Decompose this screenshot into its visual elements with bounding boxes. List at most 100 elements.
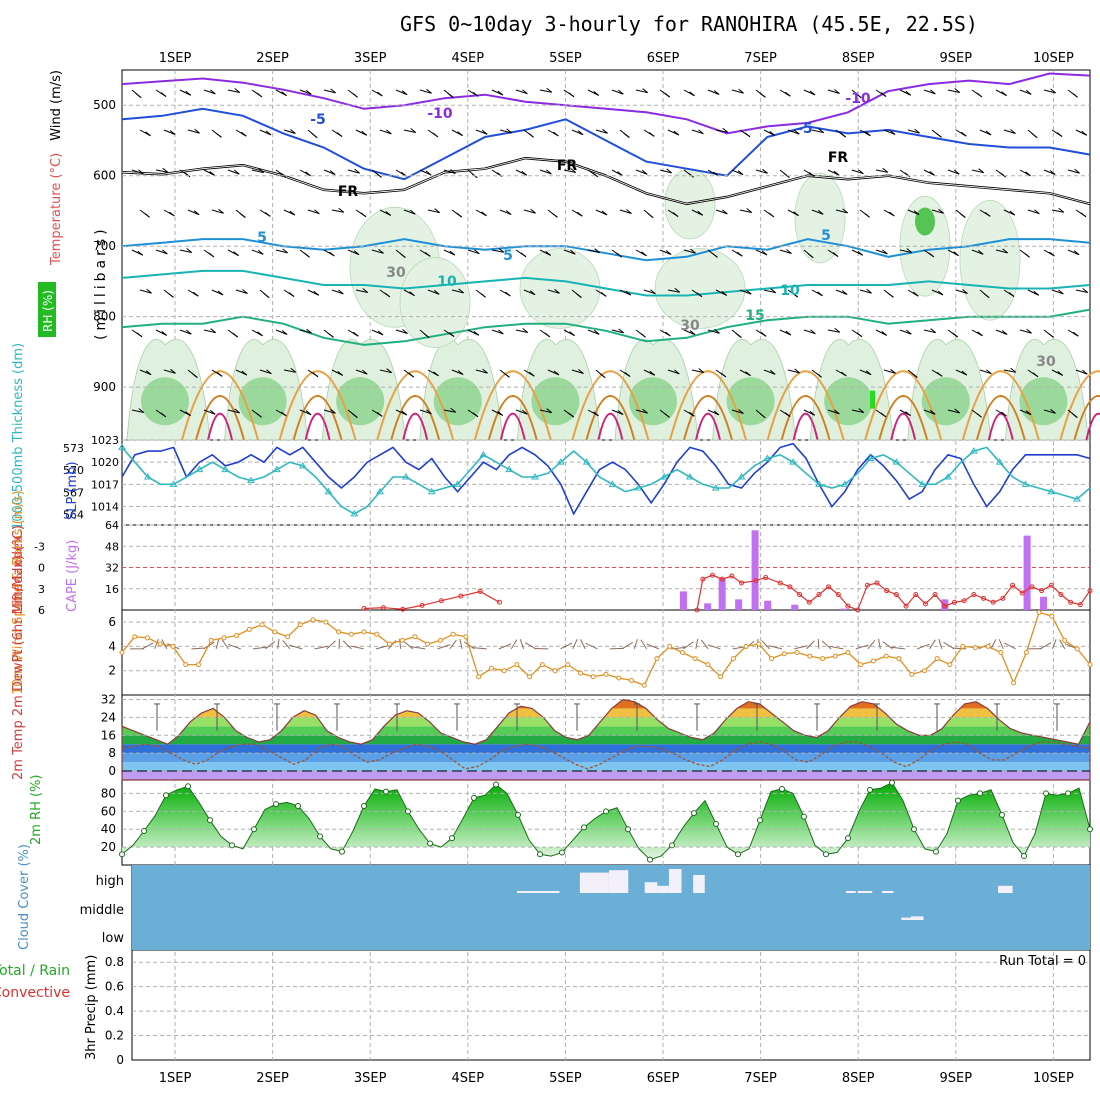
surface-wind-barb bbox=[142, 643, 153, 649]
wind-speed-point bbox=[540, 663, 544, 667]
wind-speed-point bbox=[884, 654, 888, 658]
high-cloud-block bbox=[609, 870, 628, 893]
temp-band bbox=[122, 744, 1090, 753]
cape-bar bbox=[735, 599, 742, 610]
high-cloud-block bbox=[693, 875, 705, 893]
wind-speed-point bbox=[617, 676, 621, 680]
cape-bar bbox=[704, 603, 711, 610]
wind-speed-point bbox=[375, 632, 379, 636]
wind-tick-label: 6 bbox=[108, 615, 116, 629]
surface-wind-barb bbox=[222, 640, 228, 649]
wind-speed-point bbox=[897, 657, 901, 661]
wind-speed-point bbox=[158, 642, 162, 646]
bottom-date-label: 8SEP bbox=[842, 1071, 875, 1086]
wind-speed-point bbox=[273, 630, 277, 634]
lifted-index-line bbox=[364, 592, 500, 610]
wind-speed-point bbox=[184, 663, 188, 667]
surface-wind-barb bbox=[573, 639, 577, 649]
cloud-tick-label: high bbox=[96, 874, 124, 889]
isotherm-label: FR bbox=[338, 184, 359, 200]
isotherm-label: -5 bbox=[797, 121, 813, 137]
surface-wind-barb bbox=[1004, 643, 1015, 649]
top-date-label: 4SEP bbox=[452, 51, 485, 66]
rh-area bbox=[122, 783, 1090, 860]
precip-total-label: Total / Rain bbox=[0, 963, 70, 979]
surface-wind-barb bbox=[622, 642, 633, 648]
wind-barb bbox=[228, 170, 239, 174]
temp-band bbox=[122, 695, 1090, 708]
temp-tick-label: 32 bbox=[101, 692, 116, 706]
wind-barb-flag bbox=[264, 294, 269, 298]
wind-barb-flag bbox=[289, 293, 294, 297]
wind-barb-flag bbox=[313, 373, 318, 377]
thickness-tick-label: 573 bbox=[63, 442, 84, 455]
cape-bar bbox=[764, 601, 771, 610]
surface-wind-barb bbox=[822, 641, 831, 649]
isotherm-line-15 bbox=[122, 310, 1090, 345]
wind-speed-point bbox=[961, 644, 965, 648]
wind-barb bbox=[660, 250, 671, 254]
wind-barb-flag bbox=[209, 253, 214, 257]
cape-tick-label: 16 bbox=[105, 583, 119, 596]
rh-point bbox=[604, 809, 609, 814]
wind-speed-point bbox=[1088, 663, 1092, 667]
wind-barb bbox=[948, 170, 959, 174]
isotherm-label: 5 bbox=[821, 228, 831, 244]
wind-barb-flag bbox=[233, 333, 238, 337]
wind-barb-flag bbox=[433, 133, 438, 137]
rh-point bbox=[1066, 791, 1071, 796]
wind-speed-point bbox=[235, 634, 239, 638]
panel-frame-precip bbox=[132, 950, 1090, 1060]
li-tick-label: 0 bbox=[38, 562, 45, 575]
wind-barb-flag bbox=[761, 332, 766, 336]
surface-wind-barb bbox=[684, 642, 694, 649]
wind-barb-flag bbox=[865, 213, 870, 217]
wind-speed-point bbox=[999, 651, 1003, 655]
surface-wind-barb bbox=[930, 640, 936, 649]
wind-barb bbox=[612, 90, 623, 94]
wind-barb bbox=[276, 330, 287, 334]
precip-tick-label: 0.6 bbox=[105, 980, 124, 994]
isotherm-line-minus10 bbox=[122, 74, 1090, 134]
cape-bar bbox=[752, 530, 759, 610]
top-date-label: 8SEP bbox=[842, 51, 875, 66]
li-tick-label: -3 bbox=[34, 540, 45, 553]
temp-tick-label: 8 bbox=[108, 746, 116, 760]
wind-speed-point bbox=[145, 636, 149, 640]
isotherm-label: 30 bbox=[1036, 354, 1056, 370]
isotherm-label: 5 bbox=[503, 248, 513, 264]
wind-barb-flag bbox=[649, 132, 654, 136]
wind-speed-point bbox=[655, 657, 659, 661]
wind-speed-point bbox=[757, 642, 761, 646]
wind-barb-flag bbox=[977, 93, 982, 97]
wind-barb-flag bbox=[1025, 253, 1030, 257]
wind-barb-flag bbox=[161, 93, 166, 97]
rh-point bbox=[1088, 827, 1093, 832]
rh-point bbox=[296, 803, 301, 808]
wind-barb-flag bbox=[936, 133, 941, 137]
pressure-tick-label: 900 bbox=[93, 380, 116, 394]
wind-barb bbox=[996, 330, 1007, 334]
rh-point bbox=[868, 787, 873, 792]
cape-bar bbox=[791, 605, 798, 610]
rh-point bbox=[912, 827, 917, 832]
high-cloud-block bbox=[858, 891, 873, 893]
rh-tick-label: 20 bbox=[101, 840, 116, 854]
rh-point bbox=[824, 852, 829, 857]
bottom-date-label: 6SEP bbox=[647, 1071, 680, 1086]
precip-tick-label: 0.2 bbox=[105, 1029, 124, 1043]
rh-point bbox=[186, 784, 191, 789]
wind-barb-flag bbox=[736, 334, 741, 338]
rh-shading-patch bbox=[795, 173, 845, 263]
wind-speed-point bbox=[387, 642, 391, 646]
cloud-axis-label: Cloud Cover (%) bbox=[17, 844, 32, 950]
temp-axis-label: 2m Temp 2m DewPt (6hr Min/Max) (°C) bbox=[11, 525, 26, 780]
rh-point bbox=[626, 827, 631, 832]
isotherm-label: FR bbox=[557, 158, 578, 174]
rh-shading-patch bbox=[960, 200, 1020, 320]
wind-tick-label: 4 bbox=[108, 639, 116, 653]
wind-speed-point bbox=[744, 644, 748, 648]
wind-speed-point bbox=[260, 623, 264, 627]
surface-wind-barb bbox=[278, 639, 279, 649]
wind-speed-point bbox=[337, 630, 341, 634]
